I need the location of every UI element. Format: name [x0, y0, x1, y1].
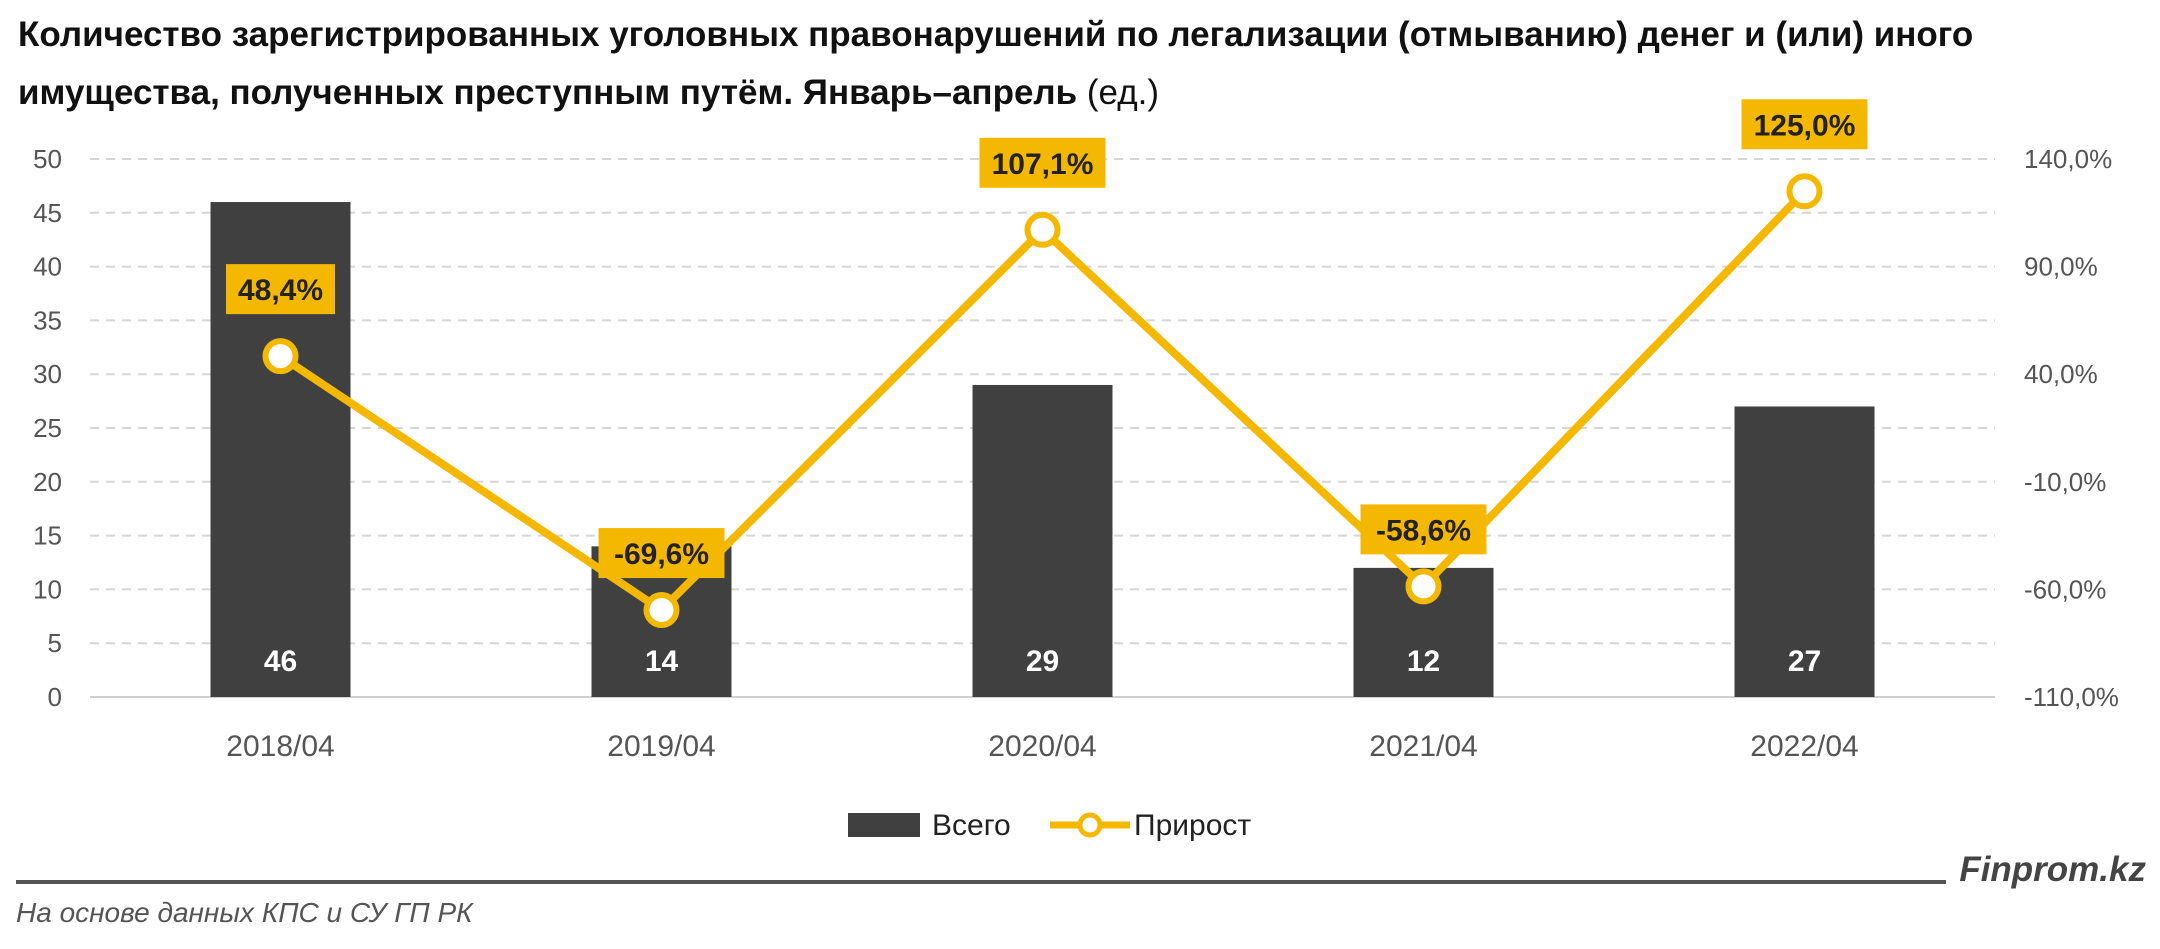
bar-value-label: 12 [1407, 645, 1440, 678]
legend-label-line: Прирост [1134, 809, 1251, 842]
chart-title-unit: (ед.) [1086, 73, 1160, 112]
y-right-tick-label: -60,0% [2024, 574, 2106, 604]
y-right-tick-label: 40,0% [2024, 359, 2098, 389]
bar-value-label: 14 [645, 645, 679, 678]
y-left-tick-label: 50 [33, 144, 62, 174]
chart-title: Количество зарегистрированных уголовных … [18, 6, 2148, 122]
y-left-tick-label: 25 [33, 413, 62, 443]
point-value-label: 107,1% [992, 148, 1094, 181]
y-left-tick-label: 10 [33, 574, 62, 604]
y-left-tick-label: 0 [48, 682, 62, 712]
y-left-tick-label: 35 [33, 305, 62, 335]
line-point-marker [643, 592, 680, 629]
left-axis: 0 5 10 15 20 25 30 35 40 45 50 [33, 144, 62, 712]
line-point-marker [1786, 173, 1823, 210]
x-category-label: 2021/04 [1369, 730, 1477, 763]
x-category-label: 2022/04 [1750, 730, 1858, 763]
y-right-tick-label: -110,0% [2024, 682, 2119, 712]
y-right-tick-label: 90,0% [2024, 252, 2098, 282]
point-label-box [226, 264, 335, 315]
bar [1734, 406, 1875, 697]
line-point-marker [1405, 568, 1442, 605]
category-labels: 2018/04 2019/04 2020/04 2021/04 2022/04 [226, 730, 1858, 763]
point-value-label: 48,4% [238, 274, 323, 307]
line-point-marker [1024, 211, 1061, 248]
y-left-tick-label: 40 [33, 252, 62, 282]
legend: Всего Прирост [848, 809, 1251, 842]
y-left-tick-label: 45 [33, 198, 62, 228]
legend-swatch-marker [1077, 812, 1103, 838]
chart-title-main: Количество зарегистрированных уголовных … [18, 15, 1974, 112]
y-left-tick-label: 5 [48, 628, 62, 658]
legend-swatch-bar [848, 813, 920, 837]
point-label-box [979, 137, 1106, 188]
line-point-marker [262, 338, 299, 375]
y-right-tick-label: -10,0% [2024, 467, 2106, 497]
point-label-box [598, 528, 725, 579]
legend-label-bar: Всего [932, 809, 1011, 842]
y-left-tick-label: 15 [33, 521, 62, 551]
brand-logo-text: Finprom.kz [1959, 850, 2146, 889]
x-category-label: 2018/04 [226, 730, 334, 763]
source-note: На основе данных КПС и СУ ГП РК [16, 897, 473, 928]
point-value-label: -58,6% [1376, 514, 1471, 547]
y-right-tick-label: 140,0% [2024, 144, 2112, 174]
bar-value-label: 46 [264, 645, 297, 678]
point-label-box [1741, 99, 1868, 150]
bar-value-label: 29 [1026, 645, 1059, 678]
bar-value-labels: 46 14 29 12 27 [264, 645, 1821, 678]
footer-divider [16, 880, 1946, 884]
point-value-label: -69,6% [614, 538, 709, 571]
y-left-tick-label: 30 [33, 359, 62, 389]
right-axis: -110,0% -60,0% -10,0% 40,0% 90,0% 140,0% [2024, 144, 2119, 712]
bar-series [210, 202, 1875, 698]
point-label-box [1360, 504, 1487, 555]
bar [972, 384, 1113, 697]
line-series: 48,4% -69,6% 107,1% -58,6% 125,0% [226, 99, 1868, 629]
x-category-label: 2019/04 [607, 730, 715, 763]
point-value-label: 125,0% [1754, 109, 1856, 142]
y-left-tick-label: 20 [33, 467, 62, 497]
x-category-label: 2020/04 [988, 730, 1096, 763]
bar-value-label: 27 [1788, 645, 1821, 678]
